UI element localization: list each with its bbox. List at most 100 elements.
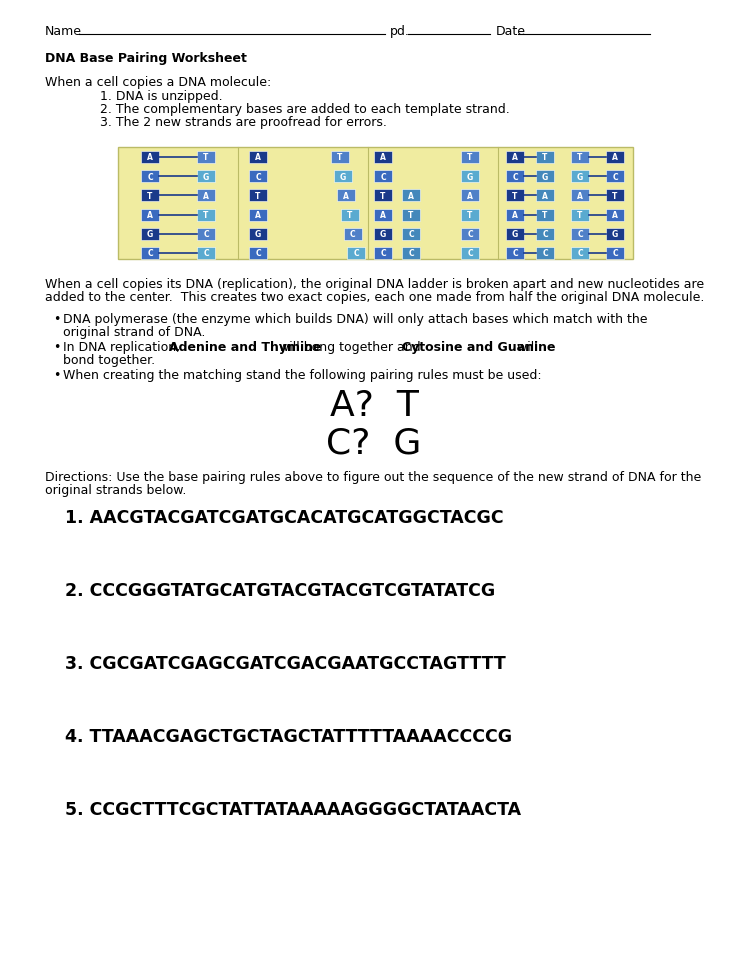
Bar	[606, 152, 624, 164]
Text: C: C	[512, 172, 518, 181]
Text: A: A	[467, 192, 473, 201]
Bar	[249, 209, 267, 221]
Bar	[374, 190, 392, 203]
Text: When a cell copies its DNA (replication), the original DNA ladder is broken apar: When a cell copies its DNA (replication)…	[45, 278, 704, 291]
Text: G: G	[512, 230, 518, 239]
Text: 2. CCCGGGTATGCATGTACGTACGTCGTATATCG: 2. CCCGGGTATGCATGTACGTACGTCGTATATCG	[65, 581, 495, 600]
Text: T: T	[577, 153, 583, 163]
Bar	[402, 209, 420, 221]
Bar	[506, 171, 524, 183]
Bar	[571, 229, 589, 240]
Text: A: A	[203, 192, 209, 201]
Bar	[197, 248, 215, 260]
Bar	[249, 248, 267, 260]
Bar	[337, 190, 355, 203]
Text: 3. CGCGATCGAGCGATCGACGAATGCCTAGTTTT: 3. CGCGATCGAGCGATCGACGAATGCCTAGTTTT	[65, 654, 506, 672]
Bar	[141, 152, 159, 164]
Text: 3. The 2 new strands are proofread for errors.: 3. The 2 new strands are proofread for e…	[100, 116, 387, 129]
Text: A: A	[612, 211, 618, 220]
Bar	[249, 152, 267, 164]
Text: C: C	[148, 249, 153, 258]
Text: G: G	[147, 230, 153, 239]
Text: DNA polymerase (the enzyme which builds DNA) will only attach bases which match : DNA polymerase (the enzyme which builds …	[63, 313, 647, 326]
Bar	[374, 209, 392, 221]
Text: T: T	[467, 153, 473, 163]
Bar	[571, 248, 589, 260]
Text: original strands below.: original strands below.	[45, 484, 187, 496]
Bar	[571, 209, 589, 221]
Text: C: C	[380, 249, 386, 258]
Bar	[571, 152, 589, 164]
Text: original strand of DNA.: original strand of DNA.	[63, 326, 205, 338]
Text: C: C	[512, 249, 518, 258]
Bar	[141, 229, 159, 240]
Bar	[536, 209, 554, 221]
Text: A: A	[255, 211, 261, 220]
Text: C: C	[612, 172, 618, 181]
Bar	[249, 229, 267, 240]
Bar	[606, 171, 624, 183]
Text: •: •	[53, 368, 61, 382]
Text: •: •	[53, 313, 61, 326]
Text: Date: Date	[496, 25, 526, 38]
Bar	[374, 152, 392, 164]
Bar	[461, 229, 479, 240]
Text: T: T	[203, 153, 209, 163]
Text: T: T	[408, 211, 413, 220]
Text: C: C	[203, 230, 209, 239]
Text: 2. The complementary bases are added to each template strand.: 2. The complementary bases are added to …	[100, 103, 510, 116]
Text: C: C	[577, 230, 583, 239]
Bar	[197, 209, 215, 221]
Bar	[461, 190, 479, 203]
Text: C: C	[203, 249, 209, 258]
Text: G: G	[255, 230, 261, 239]
Text: bond together.: bond together.	[63, 354, 155, 366]
Text: A: A	[512, 153, 518, 163]
Text: A: A	[512, 211, 518, 220]
Text: T: T	[380, 192, 386, 201]
Bar	[197, 152, 215, 164]
Text: When creating the matching stand the following pairing rules must be used:: When creating the matching stand the fol…	[63, 368, 542, 382]
Bar	[506, 229, 524, 240]
Bar	[341, 209, 359, 221]
Bar	[347, 248, 365, 260]
Bar	[374, 171, 392, 183]
Bar	[249, 190, 267, 203]
Text: G: G	[577, 172, 583, 181]
Text: C: C	[408, 249, 413, 258]
Text: will: will	[513, 341, 538, 354]
Bar	[118, 148, 633, 260]
Text: C: C	[408, 230, 413, 239]
Text: 1. AACGTACGATCGATGCACATGCATGGCTACGC: 1. AACGTACGATCGATGCACATGCATGGCTACGC	[65, 509, 503, 526]
Text: C: C	[255, 249, 261, 258]
Text: pd.: pd.	[390, 25, 410, 38]
Bar	[374, 229, 392, 240]
Text: C: C	[467, 230, 473, 239]
Bar	[506, 209, 524, 221]
Text: G: G	[340, 172, 346, 181]
Text: 5. CCGCTTTCGCTATTATAAAAAGGGGCTATAACTA: 5. CCGCTTTCGCTATTATAAAAAGGGGCTATAACTA	[65, 800, 521, 818]
Text: Adenine and Thymine: Adenine and Thymine	[169, 341, 321, 354]
Text: A: A	[380, 153, 386, 163]
Text: T: T	[542, 153, 548, 163]
Text: DNA Base Pairing Worksheet: DNA Base Pairing Worksheet	[45, 52, 247, 65]
Bar	[402, 229, 420, 240]
Bar	[606, 209, 624, 221]
Bar	[536, 152, 554, 164]
Text: G: G	[542, 172, 548, 181]
Text: T: T	[542, 211, 548, 220]
Bar	[461, 209, 479, 221]
Text: G: G	[467, 172, 473, 181]
Text: A: A	[147, 153, 153, 163]
Text: T: T	[577, 211, 583, 220]
Text: 1. DNA is unzipped.: 1. DNA is unzipped.	[100, 90, 222, 103]
Bar	[461, 248, 479, 260]
Bar	[606, 229, 624, 240]
Text: T: T	[255, 192, 261, 201]
Bar	[331, 152, 349, 164]
Text: C: C	[148, 172, 153, 181]
Bar	[197, 171, 215, 183]
Bar	[606, 248, 624, 260]
Bar	[334, 171, 352, 183]
Bar	[461, 152, 479, 164]
